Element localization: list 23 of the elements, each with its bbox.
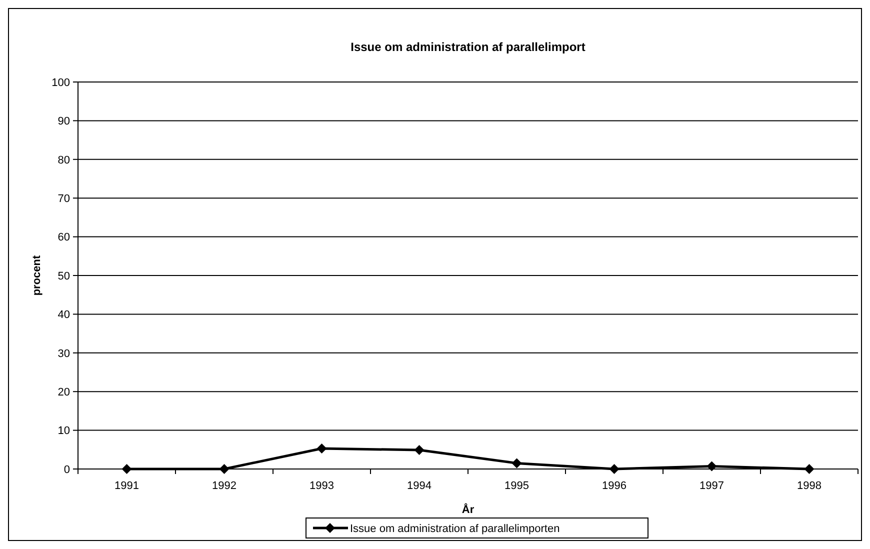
chart-title: Issue om administration af parallelimport xyxy=(350,40,586,54)
y-tick-label: 100 xyxy=(52,76,70,89)
y-tick-label: 60 xyxy=(58,232,70,244)
y-tick-label: 80 xyxy=(58,154,70,166)
x-tick-label: 1996 xyxy=(602,480,626,492)
x-tick-label: 1998 xyxy=(797,480,822,492)
legend-label: Issue om administration af parallelimporten xyxy=(350,522,560,535)
x-tick-label: 1992 xyxy=(212,480,236,492)
x-tick-label: 1995 xyxy=(504,480,529,492)
x-axis-title: År xyxy=(462,503,475,516)
y-axis-title: procent xyxy=(31,255,43,296)
x-tick-label: 1993 xyxy=(310,480,334,492)
y-tick-label: 10 xyxy=(58,425,70,438)
x-tick-label: 1997 xyxy=(700,480,724,492)
y-tick-label: 0 xyxy=(64,464,70,476)
x-tick-label: 1994 xyxy=(407,480,432,492)
y-tick-label: 70 xyxy=(58,192,70,205)
x-tick-label: 1991 xyxy=(114,480,139,492)
y-tick-label: 30 xyxy=(58,348,70,360)
y-tick-label: 40 xyxy=(58,309,70,322)
y-tick-label: 20 xyxy=(58,386,70,398)
y-tick-label: 50 xyxy=(58,270,70,282)
y-tick-label: 90 xyxy=(58,116,70,128)
